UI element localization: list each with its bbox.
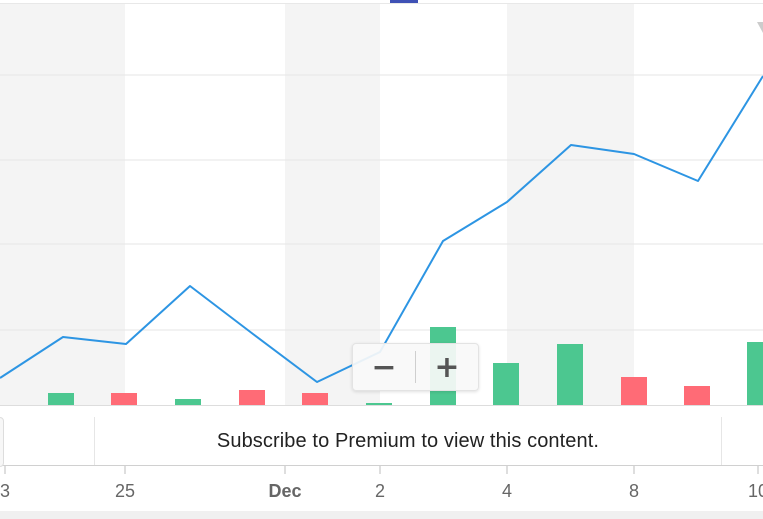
x-tick-label: 2 [375, 481, 385, 501]
zoom-separator [415, 351, 416, 383]
shaded-band [0, 4, 125, 405]
premium-right-panel [721, 417, 763, 465]
corner-arrow-icon [757, 22, 763, 33]
volume-bar [684, 386, 710, 405]
volume-bar [175, 399, 201, 405]
volume-bar [747, 342, 763, 405]
premium-left-panel [0, 417, 4, 467]
volume-bar [48, 393, 74, 405]
zoom-in-button[interactable]: + [434, 349, 460, 385]
x-tick-label: Dec [268, 481, 301, 501]
volume-bar [557, 344, 583, 405]
volume-bar [239, 390, 265, 405]
zoom-controls: − + [352, 343, 479, 391]
x-tick-label: 25 [115, 481, 135, 501]
range-marker [390, 0, 418, 3]
volume-bar [302, 393, 328, 405]
premium-notice[interactable]: Subscribe to Premium to view this conten… [94, 417, 722, 465]
x-tick-label: 4 [502, 481, 512, 501]
volume-bar [111, 393, 137, 405]
zoom-out-button[interactable]: − [371, 349, 397, 385]
volume-bar [493, 363, 519, 405]
volume-bar [621, 377, 647, 405]
volume-bar [366, 403, 392, 405]
shaded-band [507, 4, 634, 405]
premium-strip: Subscribe to Premium to view this conten… [0, 417, 763, 467]
x-tick-label: 10 [748, 481, 763, 501]
shaded-band [285, 4, 380, 405]
x-tick-label: 8 [629, 481, 639, 501]
bottom-scrollbar[interactable] [0, 511, 763, 519]
x-tick-label: 3 [0, 481, 10, 501]
